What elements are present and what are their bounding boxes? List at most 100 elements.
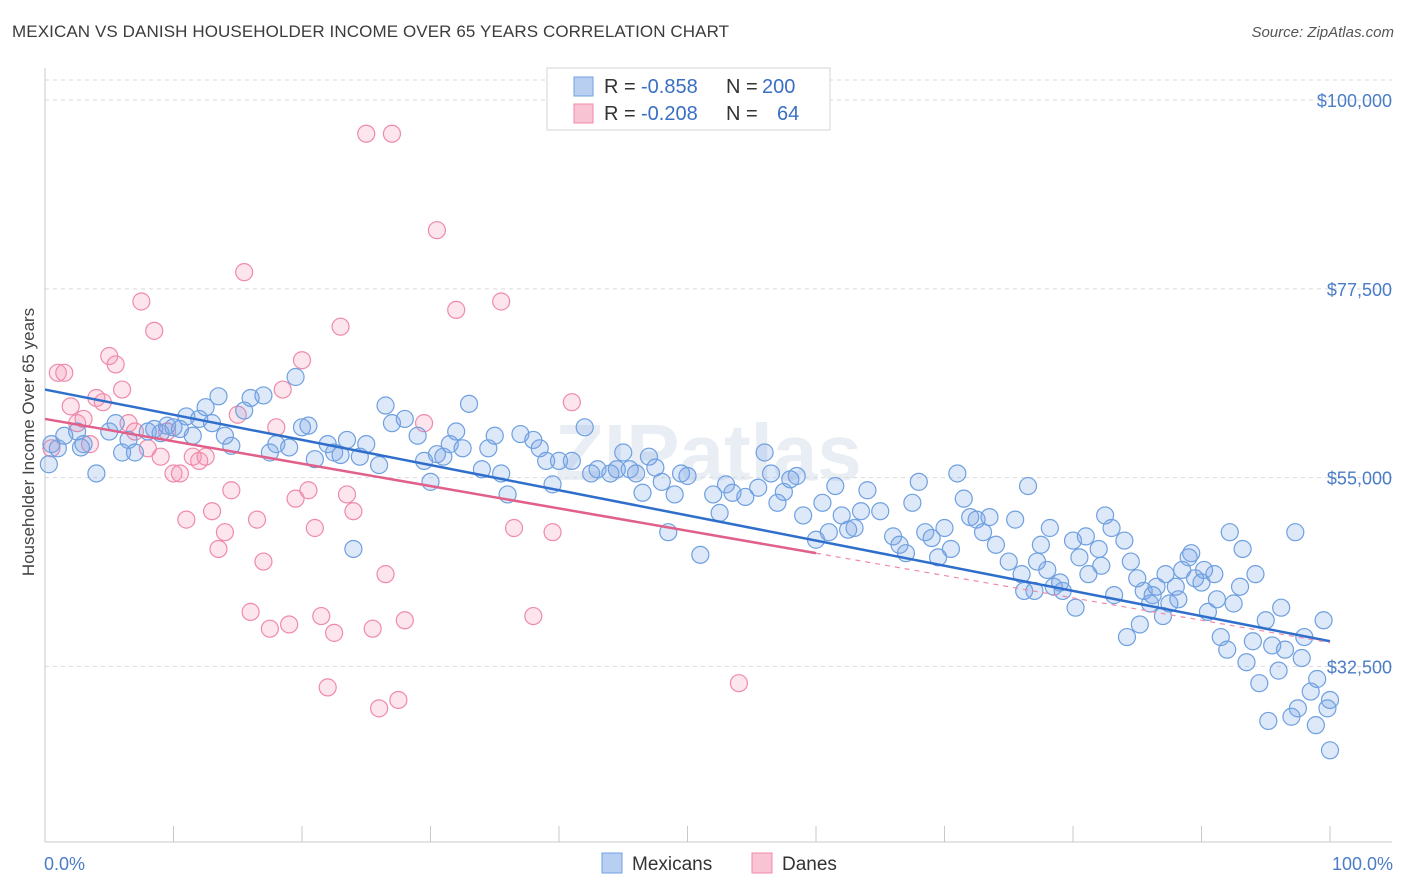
danes-point xyxy=(299,481,318,500)
danes-point xyxy=(241,602,260,621)
mexicans-point xyxy=(562,451,581,470)
danes-point xyxy=(395,611,414,630)
mexicans-point xyxy=(871,502,890,521)
bottom-legend-swatch-danes xyxy=(751,852,773,874)
mexicans-point xyxy=(395,409,414,429)
mexicans-point xyxy=(1156,565,1175,584)
mexicans-point xyxy=(999,552,1018,571)
danes-point xyxy=(151,447,170,466)
mexicans-point xyxy=(537,451,556,470)
y-tick-label: $77,500 xyxy=(1327,280,1392,300)
danes-point xyxy=(363,619,382,638)
mexicans-point xyxy=(704,485,723,504)
mexicans-point xyxy=(1117,627,1137,647)
mexicans-point xyxy=(1292,648,1311,668)
axes xyxy=(44,68,1392,843)
mexicans-trend-line xyxy=(44,388,1331,643)
mexicans-point xyxy=(1218,640,1237,659)
mexicans-point xyxy=(1182,544,1201,563)
danes-point xyxy=(145,321,164,340)
mexicans-point xyxy=(1040,518,1059,538)
danes-point xyxy=(492,292,511,311)
danes-point xyxy=(202,502,222,521)
mexicans-point xyxy=(485,426,504,445)
danes-point xyxy=(235,263,254,282)
mexicans-point xyxy=(639,447,659,466)
mexicans-point xyxy=(819,523,838,542)
mexicans-point xyxy=(39,455,58,474)
mexicans-point xyxy=(1102,518,1121,538)
mexicans-points xyxy=(39,367,1340,760)
mexicans-point xyxy=(986,535,1006,554)
danes-point xyxy=(292,351,312,370)
mexicans-point xyxy=(1207,590,1227,609)
danes-point xyxy=(260,619,279,638)
danes-point xyxy=(132,292,151,311)
mexicans-point xyxy=(1006,510,1025,529)
danes-point xyxy=(325,623,344,642)
chart-title: MEXICAN VS DANISH HOUSEHOLDER INCOME OVE… xyxy=(12,22,730,41)
mexicans-point xyxy=(935,518,954,538)
mexicans-point xyxy=(453,439,472,458)
mexicans-point xyxy=(768,493,787,512)
mexicans-point xyxy=(652,472,671,491)
mexicans-point xyxy=(941,539,961,559)
mexicans-point xyxy=(665,485,684,504)
mexicans-point xyxy=(87,464,106,483)
danes-point xyxy=(357,124,376,143)
mexicans-point xyxy=(1143,586,1162,605)
danes-point xyxy=(247,510,267,529)
danes-point xyxy=(447,300,466,319)
y-axis-title: Householder Income Over 65 years xyxy=(19,308,38,576)
danes-point xyxy=(543,523,562,542)
watermark: ZIPatlas xyxy=(555,408,862,497)
danes-point xyxy=(524,606,543,626)
danes-point xyxy=(112,380,132,399)
mexicans-point xyxy=(215,426,234,445)
danes-trend-line xyxy=(44,417,817,555)
mexicans-point xyxy=(710,503,729,523)
mexicans-point xyxy=(1089,539,1108,559)
mexicans-point xyxy=(447,422,466,441)
mexicans-point xyxy=(948,464,967,483)
danes-point xyxy=(177,510,196,529)
mexicans-point xyxy=(196,398,215,417)
danes-point xyxy=(48,363,67,382)
danes-point xyxy=(273,380,292,399)
mexicans-point xyxy=(954,489,973,508)
mexicans-point xyxy=(909,472,928,491)
mexicans-point xyxy=(408,426,427,445)
bottom-legend-danes: Danes xyxy=(782,854,837,875)
bottom-legend-swatch-mexicans xyxy=(601,852,623,874)
y-tick-label: $55,000 xyxy=(1327,469,1392,489)
danes-point xyxy=(376,565,395,584)
mexicans-point xyxy=(749,478,768,497)
mexicans-point xyxy=(736,487,755,507)
mexicans-point xyxy=(280,438,299,457)
mexicans-point xyxy=(755,443,774,462)
mexicans-point xyxy=(1220,523,1239,542)
mexicans-point xyxy=(1121,552,1140,571)
mexicans-point xyxy=(851,502,871,521)
mexicans-point xyxy=(549,451,569,470)
mexicans-point xyxy=(1308,669,1327,689)
mexicans-point xyxy=(1027,552,1047,571)
mexicans-point xyxy=(1015,581,1034,601)
mexicans-point xyxy=(183,426,202,445)
legend-r-label: R = xyxy=(604,76,636,98)
danes-point xyxy=(222,481,241,500)
y-tick-label: $100,000 xyxy=(1317,91,1392,111)
mexicans-point xyxy=(164,418,183,437)
mexicans-point xyxy=(459,394,479,413)
danes-point xyxy=(729,674,749,693)
mexicans-point xyxy=(254,386,273,405)
mexicans-point xyxy=(1031,535,1050,554)
mexicans-point xyxy=(209,387,228,406)
mexicans-point xyxy=(1147,577,1166,596)
danes-point xyxy=(427,221,447,240)
mexicans-point xyxy=(1066,598,1085,617)
mexicans-point xyxy=(292,418,312,437)
mexicans-point xyxy=(1243,632,1263,651)
mexicans-point xyxy=(678,466,697,486)
danes-point xyxy=(344,502,363,521)
